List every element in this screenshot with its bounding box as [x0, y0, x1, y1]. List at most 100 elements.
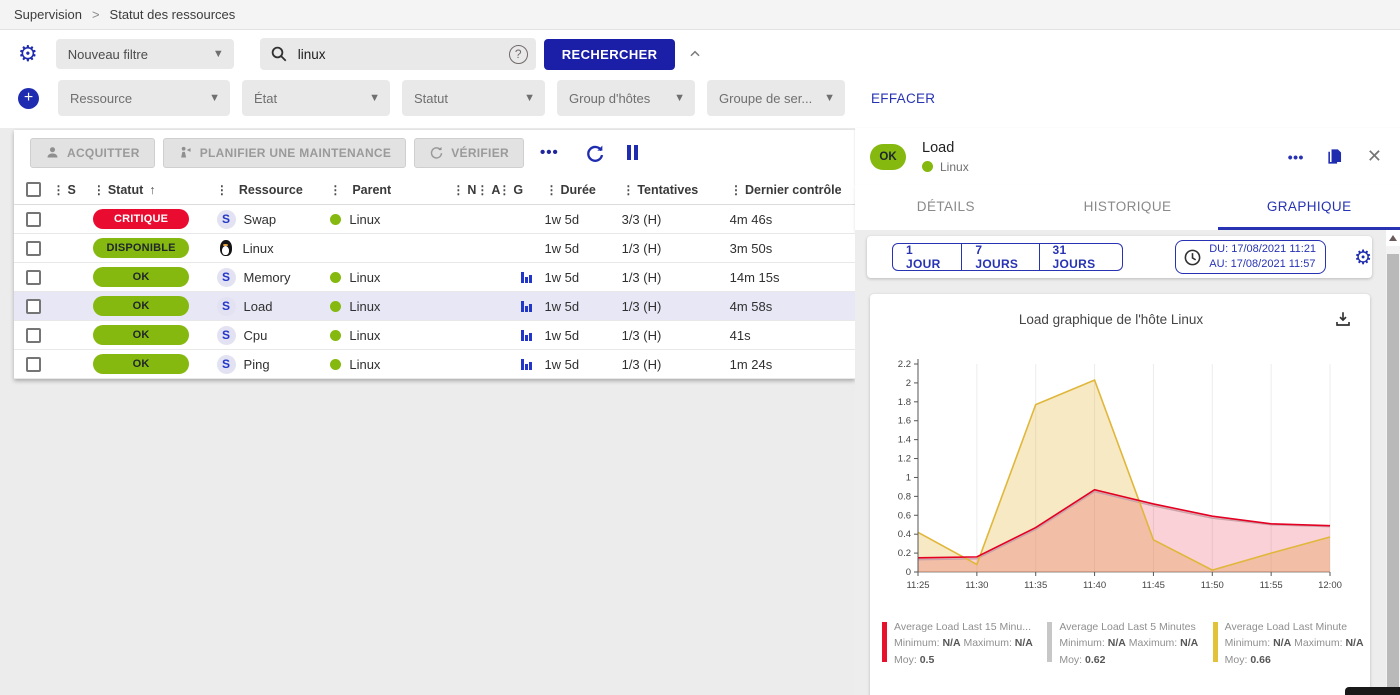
tab-graph[interactable]: GRAPHIQUE — [1218, 185, 1400, 230]
table-row[interactable]: DISPONIBLE Linux 1w 5d 1/3 (H) 3m 50s — [14, 234, 855, 263]
select-all-checkbox[interactable] — [25, 182, 41, 197]
column-header-parent[interactable]: ⋮ Parent — [329, 182, 392, 197]
legend-swatch-red — [882, 622, 887, 662]
svg-text:11:40: 11:40 — [1083, 580, 1106, 591]
acknowledge-button[interactable]: ACQUITTER — [30, 137, 155, 168]
tab-details[interactable]: DÉTAILS — [916, 198, 975, 214]
criteria-resource-label: Ressource — [70, 90, 133, 106]
legend-item-load5[interactable]: Average Load Last 5 Minutes Minimum: N/A… — [1047, 619, 1198, 668]
column-header-resource[interactable]: ⋮ Ressource — [215, 182, 303, 197]
performance-graph-icon[interactable] — [521, 329, 533, 341]
load-chart[interactable]: 0 0.2 0.4 0.6 0.8 1 1.2 1.4 1.6 1.8 2 2.2 11:25 11:30… — [882, 354, 1370, 609]
refresh-icon[interactable] — [585, 143, 605, 163]
row-checkbox[interactable] — [25, 269, 41, 285]
copy-link-icon[interactable] — [1326, 147, 1345, 166]
column-header-last-check[interactable]: ⋮ Dernier contrôle — [730, 182, 842, 197]
close-panel-icon[interactable]: ✕ — [1366, 146, 1382, 166]
panel-tabs: DÉTAILS HISTORIQUE GRAPHIQUE — [855, 185, 1400, 230]
search-box[interactable]: ? — [259, 38, 536, 70]
drag-grip-icon[interactable]: ⋮ — [329, 182, 342, 197]
resources-table-card: ACQUITTER PLANIFIER UNE MAINTENANCE VÉRI… — [14, 130, 855, 379]
criteria-hostgroup-select[interactable]: Group d'hôtes ▼ — [557, 80, 695, 116]
date-range-picker[interactable]: DU: 17/08/2021 11:21 AU: 17/08/2021 11:5… — [1175, 240, 1327, 274]
row-checkbox[interactable] — [25, 356, 41, 372]
chevron-down-icon: ▼ — [369, 92, 380, 104]
panel-scrollbar[interactable] — [1386, 230, 1400, 695]
period-7-days-button[interactable]: 7 JOURS — [962, 243, 1040, 271]
criteria-status-select[interactable]: Statut ▼ — [402, 80, 545, 116]
row-checkbox[interactable] — [25, 298, 41, 314]
column-header-graph[interactable]: ⋮ G — [498, 182, 524, 197]
performance-graph-icon[interactable] — [521, 271, 533, 283]
scroll-up-arrow-icon[interactable] — [1386, 230, 1400, 246]
breadcrumb-item-resource-status[interactable]: Statut des ressources — [109, 7, 236, 22]
period-1-day-button[interactable]: 1 JOUR — [892, 243, 963, 271]
parent-name: Linux — [349, 298, 381, 314]
drag-grip-icon[interactable]: ⋮ — [52, 182, 65, 197]
saved-filter-select[interactable]: Nouveau filtre ▼ — [55, 39, 234, 69]
maintenance-worker-icon — [180, 146, 191, 158]
set-downtime-button[interactable]: PLANIFIER UNE MAINTENANCE — [162, 137, 407, 168]
criteria-resource-select[interactable]: Ressource ▼ — [58, 80, 230, 116]
legend-item-load15[interactable]: Average Load Last 15 Minu... Minimum: N/… — [882, 619, 1033, 668]
more-actions-button[interactable]: ••• — [539, 144, 559, 161]
svg-text:0.4: 0.4 — [898, 529, 911, 540]
drag-grip-icon[interactable]: ⋮ — [215, 182, 228, 197]
row-checkbox[interactable] — [25, 327, 41, 343]
breadcrumb-item-supervision[interactable]: Supervision — [14, 7, 82, 22]
resource-name: Linux — [242, 240, 274, 256]
drag-grip-icon[interactable]: ⋮ — [452, 182, 465, 197]
duration-value: 1w 5d — [544, 327, 580, 343]
pause-autorefresh-icon[interactable] — [626, 145, 638, 160]
criteria-state-select[interactable]: État ▼ — [242, 80, 390, 116]
tab-history[interactable]: HISTORIQUE — [1083, 198, 1172, 214]
criteria-servicegroup-label: Groupe de ser... — [719, 90, 813, 106]
column-header-severity[interactable]: ⋮ S — [52, 182, 76, 197]
graph-settings-gear-icon[interactable]: ⚙ — [1354, 246, 1372, 269]
column-header-action[interactable]: ⋮ A — [476, 182, 501, 197]
filter-settings-gear-icon[interactable]: ⚙ — [18, 41, 38, 66]
person-icon — [47, 147, 58, 158]
horizontal-scrollbar-thumb[interactable] — [1345, 687, 1400, 695]
table-row[interactable]: CRITIQUE S Swap Linux 1w 5d 3/3 (H) 4m 46… — [14, 205, 855, 234]
export-download-icon[interactable] — [1334, 310, 1352, 328]
drag-grip-icon[interactable]: ⋮ — [476, 182, 489, 197]
column-header-status[interactable]: ⋮ Statut ↑ — [92, 182, 156, 197]
chart-canvas[interactable]: 0 0.2 0.4 0.6 0.8 1 1.2 1.4 1.6 1.8 2 2.2 11:25 11:30… — [882, 354, 1354, 604]
clear-filters-button[interactable]: EFFACER — [871, 90, 936, 106]
criteria-servicegroup-select[interactable]: Groupe de ser... ▼ — [707, 80, 845, 116]
svg-text:0.2: 0.2 — [898, 548, 911, 559]
add-criteria-button[interactable]: + — [18, 87, 39, 109]
service-icon: S — [216, 325, 236, 345]
panel-more-actions-button[interactable]: ••• — [1287, 148, 1304, 165]
table-row-selected[interactable]: OK S Load Linux 1w 5d 1/3 (H) 4m 58s — [14, 292, 855, 321]
scrollbar-thumb[interactable] — [1387, 254, 1399, 687]
table-row[interactable]: OK S Cpu Linux 1w 5d 1/3 (H) 41s — [14, 321, 855, 350]
row-checkbox[interactable] — [25, 240, 41, 256]
drag-grip-icon[interactable]: ⋮ — [498, 182, 511, 197]
check-button[interactable]: VÉRIFIER — [414, 137, 524, 168]
search-button[interactable]: RECHERCHER — [543, 38, 676, 70]
row-checkbox[interactable] — [25, 211, 41, 227]
breadcrumb-separator-icon: > — [91, 7, 100, 22]
sort-ascending-arrow-icon[interactable]: ↑ — [149, 182, 156, 197]
duration-value: 1w 5d — [544, 240, 580, 256]
period-31-days-button[interactable]: 31 JOURS — [1039, 243, 1124, 271]
drag-grip-icon[interactable]: ⋮ — [622, 182, 635, 197]
legend-item-load1[interactable]: Average Load Last Minute Minimum: N/A Ma… — [1212, 619, 1364, 668]
column-header-tries[interactable]: ⋮ Tentatives — [622, 182, 699, 197]
drag-grip-icon[interactable]: ⋮ — [92, 182, 105, 197]
column-header-duration[interactable]: ⋮ Durée — [545, 182, 596, 197]
search-help-icon[interactable]: ? — [508, 44, 528, 64]
status-badge: DISPONIBLE — [93, 238, 190, 258]
table-row[interactable]: OK S Memory Linux 1w 5d 1/3 (H) 14m 15s — [14, 263, 855, 292]
last-check-value: 4m 46s — [729, 211, 773, 227]
performance-graph-icon[interactable] — [521, 358, 533, 370]
performance-graph-icon[interactable] — [521, 300, 533, 312]
collapse-filters-chevron-icon[interactable] — [687, 47, 703, 61]
table-row[interactable]: OK S Ping Linux 1w 5d 1/3 (H) 1m 24s — [14, 350, 855, 379]
search-input[interactable] — [297, 46, 509, 62]
column-header-notes[interactable]: ⋮ N — [452, 182, 477, 197]
drag-grip-icon[interactable]: ⋮ — [545, 182, 558, 197]
drag-grip-icon[interactable]: ⋮ — [730, 182, 743, 197]
